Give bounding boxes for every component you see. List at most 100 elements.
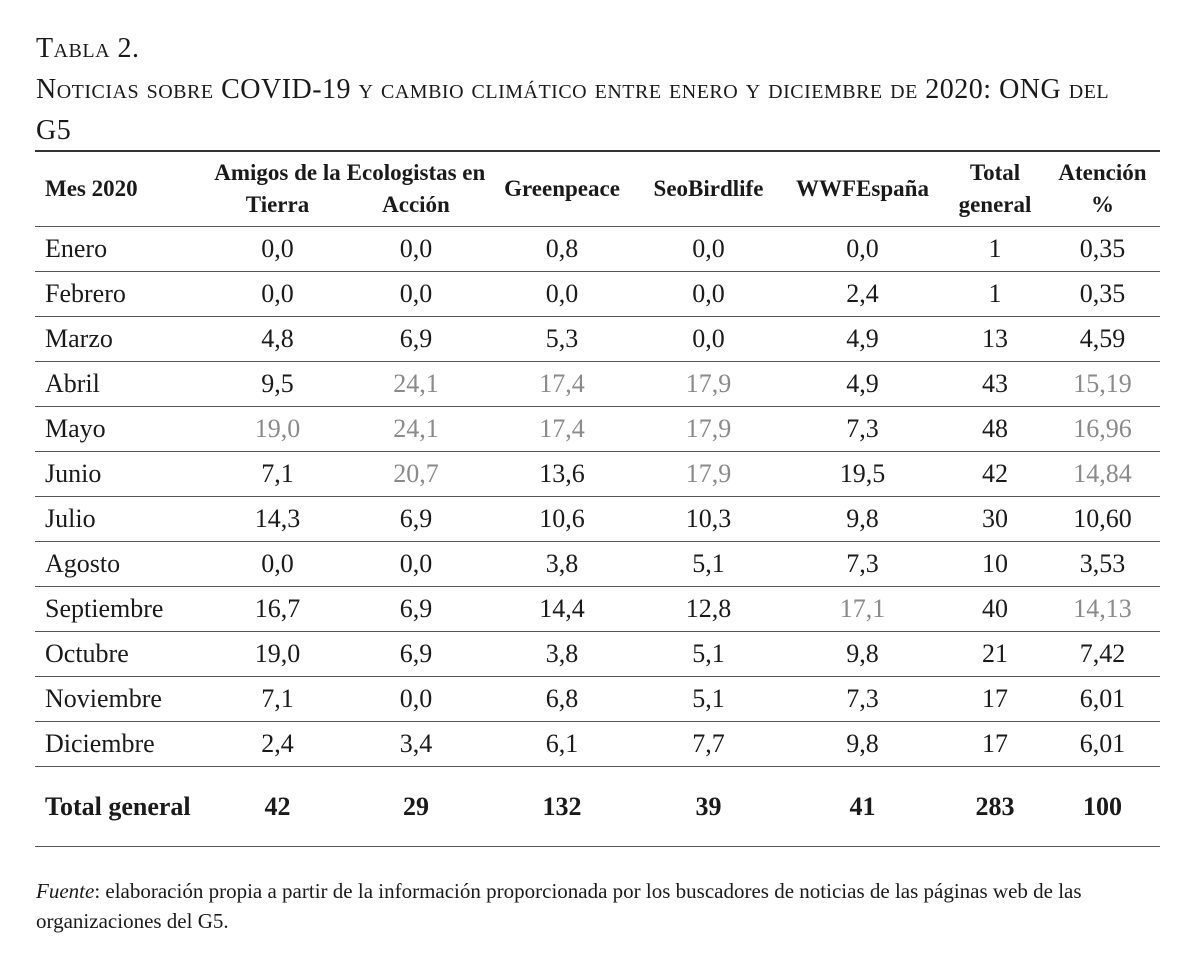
value-cell: 40 bbox=[945, 586, 1045, 632]
value-cell: 1 bbox=[945, 226, 1045, 272]
header-cell: SeoBirdlife bbox=[637, 151, 780, 227]
value-cell: 10,6 bbox=[487, 496, 637, 542]
value-cell: 6,9 bbox=[345, 496, 487, 542]
value-cell: 0,0 bbox=[345, 541, 487, 587]
total-cell: 41 bbox=[780, 766, 945, 847]
source-text: : elaboración propia a partir de la info… bbox=[36, 879, 1082, 933]
month-cell: Febrero bbox=[35, 271, 210, 317]
table-row: Marzo 4,8 6,9 5,3 0,0 4,9 13 4,59 bbox=[35, 316, 1160, 362]
table-row: Abril 9,5 24,1 17,4 17,9 4,9 43 15,19 bbox=[35, 361, 1160, 407]
table-row: Agosto 0,0 0,0 3,8 5,1 7,3 10 3,53 bbox=[35, 541, 1160, 587]
month-cell: Junio bbox=[35, 451, 210, 497]
value-cell: 10,60 bbox=[1045, 496, 1160, 542]
value-cell: 7,42 bbox=[1045, 631, 1160, 677]
value-cell: 3,8 bbox=[487, 631, 637, 677]
value-cell: 7,1 bbox=[210, 676, 345, 722]
value-cell: 16,7 bbox=[210, 586, 345, 632]
month-cell: Octubre bbox=[35, 631, 210, 677]
table-total: Total general 42 29 132 39 41 283 100 bbox=[35, 766, 1160, 847]
month-cell: Abril bbox=[35, 361, 210, 407]
value-cell: 0,0 bbox=[637, 316, 780, 362]
value-cell: 21 bbox=[945, 631, 1045, 677]
value-cell: 16,96 bbox=[1045, 406, 1160, 452]
value-cell: 14,4 bbox=[487, 586, 637, 632]
value-cell: 7,1 bbox=[210, 451, 345, 497]
value-cell: 6,01 bbox=[1045, 676, 1160, 722]
value-cell: 17,9 bbox=[637, 361, 780, 407]
value-cell: 4,8 bbox=[210, 316, 345, 362]
value-cell: 17 bbox=[945, 721, 1045, 767]
value-cell: 9,8 bbox=[780, 631, 945, 677]
value-cell: 6,01 bbox=[1045, 721, 1160, 767]
table-label: Tabla 2. bbox=[36, 33, 140, 64]
table-row: Diciembre 2,4 3,4 6,1 7,7 9,8 17 6,01 bbox=[35, 721, 1160, 767]
table-row: Septiembre 16,7 6,9 14,4 12,8 17,1 40 14,13 bbox=[35, 586, 1160, 632]
value-cell: 0,0 bbox=[345, 676, 487, 722]
table-body: Enero 0,0 0,0 0,8 0,0 0,0 1 0,35 Febrero 0,0 0,0 0,… bbox=[35, 226, 1160, 767]
value-cell: 7,7 bbox=[637, 721, 780, 767]
value-cell: 19,0 bbox=[210, 631, 345, 677]
header-cell: Amigos de la Tierra bbox=[210, 151, 345, 227]
header-cell: Atención % bbox=[1045, 151, 1160, 227]
total-cell: 42 bbox=[210, 766, 345, 847]
table-header: Mes 2020 Amigos de la Tierra Ecologistas e… bbox=[35, 151, 1160, 227]
value-cell: 6,9 bbox=[345, 586, 487, 632]
value-cell: 4,9 bbox=[780, 361, 945, 407]
value-cell: 0,35 bbox=[1045, 226, 1160, 272]
month-cell: Agosto bbox=[35, 541, 210, 587]
value-cell: 17,9 bbox=[637, 451, 780, 497]
table-title: Noticias sobre COVID-19 y cambio climáti… bbox=[36, 74, 1110, 146]
table-row: Octubre 19,0 6,9 3,8 5,1 9,8 21 7,42 bbox=[35, 631, 1160, 677]
value-cell: 42 bbox=[945, 451, 1045, 497]
value-cell: 17,9 bbox=[637, 406, 780, 452]
month-cell: Diciembre bbox=[35, 721, 210, 767]
total-cell: 283 bbox=[945, 766, 1045, 847]
total-row: Total general 42 29 132 39 41 283 100 bbox=[35, 766, 1160, 847]
value-cell: 14,84 bbox=[1045, 451, 1160, 497]
value-cell: 19,5 bbox=[780, 451, 945, 497]
header-cell: Total general bbox=[945, 151, 1045, 227]
value-cell: 0,0 bbox=[210, 226, 345, 272]
value-cell: 3,8 bbox=[487, 541, 637, 587]
value-cell: 3,53 bbox=[1045, 541, 1160, 587]
value-cell: 14,3 bbox=[210, 496, 345, 542]
value-cell: 6,9 bbox=[345, 631, 487, 677]
value-cell: 5,3 bbox=[487, 316, 637, 362]
header-cell: Mes 2020 bbox=[35, 151, 210, 227]
total-cell: 100 bbox=[1045, 766, 1160, 847]
value-cell: 43 bbox=[945, 361, 1045, 407]
source-label: Fuente bbox=[36, 879, 95, 903]
total-label: Total general bbox=[35, 766, 210, 847]
header-cell: WWFEspaña bbox=[780, 151, 945, 227]
value-cell: 0,0 bbox=[780, 226, 945, 272]
value-cell: 4,9 bbox=[780, 316, 945, 362]
value-cell: 17,4 bbox=[487, 361, 637, 407]
table-row: Febrero 0,0 0,0 0,0 0,0 2,4 1 0,35 bbox=[35, 271, 1160, 317]
value-cell: 12,8 bbox=[637, 586, 780, 632]
total-cell: 29 bbox=[345, 766, 487, 847]
value-cell: 17 bbox=[945, 676, 1045, 722]
value-cell: 20,7 bbox=[345, 451, 487, 497]
value-cell: 0,0 bbox=[345, 226, 487, 272]
value-cell: 24,1 bbox=[345, 406, 487, 452]
value-cell: 7,3 bbox=[780, 406, 945, 452]
value-cell: 5,1 bbox=[637, 631, 780, 677]
value-cell: 7,3 bbox=[780, 676, 945, 722]
value-cell: 48 bbox=[945, 406, 1045, 452]
header-cell: Ecologistas en Acción bbox=[345, 151, 487, 227]
total-cell: 39 bbox=[637, 766, 780, 847]
month-cell: Noviembre bbox=[35, 676, 210, 722]
data-table: Mes 2020 Amigos de la Tierra Ecologistas e… bbox=[35, 150, 1160, 847]
value-cell: 5,1 bbox=[637, 541, 780, 587]
value-cell: 19,0 bbox=[210, 406, 345, 452]
table-row: Junio 7,1 20,7 13,6 17,9 19,5 42 14,84 bbox=[35, 451, 1160, 497]
month-cell: Julio bbox=[35, 496, 210, 542]
value-cell: 0,0 bbox=[487, 271, 637, 317]
value-cell: 0,0 bbox=[345, 271, 487, 317]
value-cell: 30 bbox=[945, 496, 1045, 542]
value-cell: 7,3 bbox=[780, 541, 945, 587]
value-cell: 0,0 bbox=[210, 541, 345, 587]
month-cell: Mayo bbox=[35, 406, 210, 452]
value-cell: 3,4 bbox=[345, 721, 487, 767]
